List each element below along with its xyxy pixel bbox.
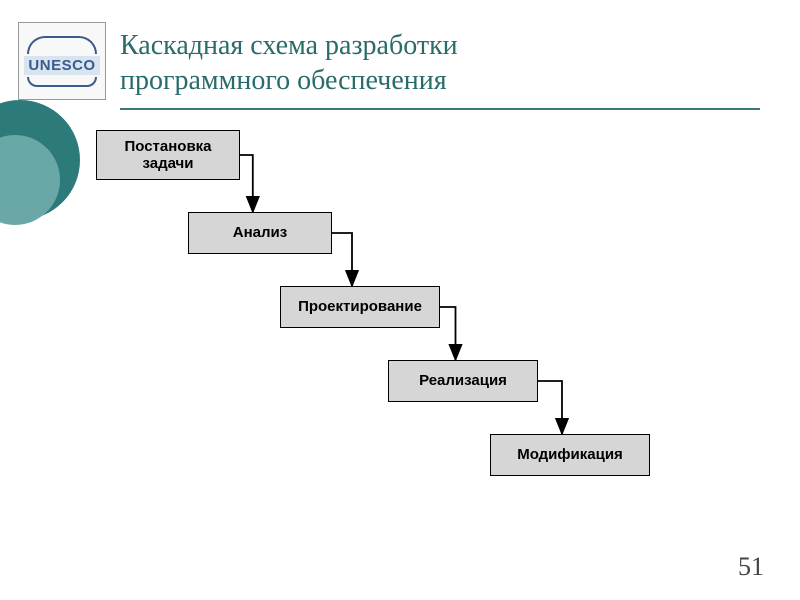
flowchart-node: Проектирование [280, 286, 440, 328]
flowchart-node: Постановказадачи [96, 130, 240, 180]
flowchart-diagram: Постановказадачи Анализ Проектирование Реал… [0, 0, 800, 600]
flowchart-node: Реализация [388, 360, 538, 402]
flowchart-node: Анализ [188, 212, 332, 254]
flowchart-node: Модификация [490, 434, 650, 476]
